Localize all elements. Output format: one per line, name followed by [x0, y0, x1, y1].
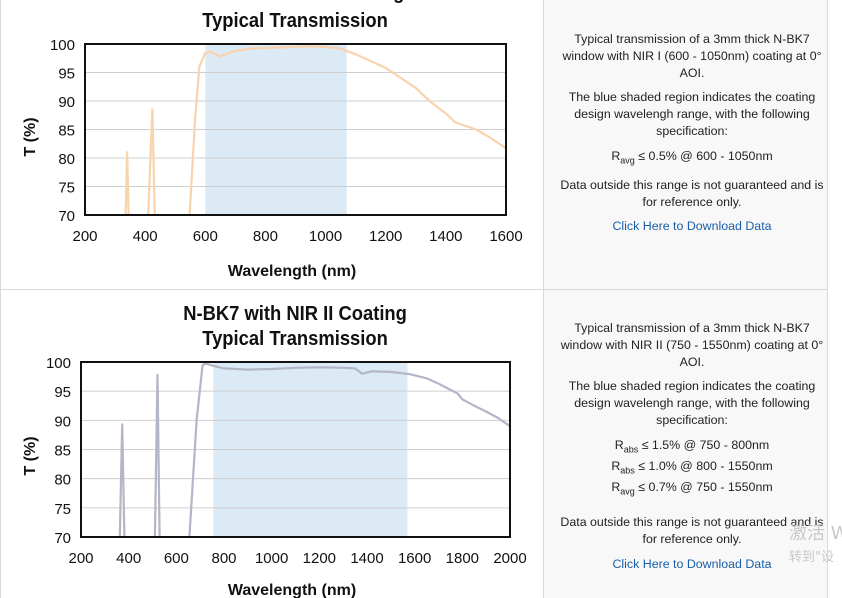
row-divider	[0, 289, 828, 290]
nir1-spec-line: Ravg ≤ 0.5% @ 600 - 1050nm	[611, 148, 773, 166]
y-tick-label: 90	[54, 413, 71, 430]
x-tick-label: 200	[68, 550, 93, 567]
description-column-background	[544, 0, 827, 598]
x-tick-label: 600	[193, 228, 218, 245]
transmission-curve	[147, 108, 156, 217]
x-axis-label: Wavelength (nm)	[228, 582, 356, 598]
y-tick-label: 80	[54, 472, 71, 489]
nir1-description: Typical transmission of a 3mm thick N-BK…	[556, 31, 828, 243]
y-tick-label: 70	[54, 530, 71, 547]
transmission-curve	[188, 362, 512, 539]
x-tick-label: 1200	[369, 228, 402, 245]
nir2-description: Typical transmission of a 3mm thick N-BK…	[556, 320, 828, 580]
y-tick-label: 85	[58, 123, 75, 140]
transmission-curve	[188, 45, 508, 217]
nir2-disclaimer: Data outside this range is not guarantee…	[560, 514, 824, 546]
nir2-spec-line: Rabs ≤ 1.5% @ 750 - 800nm	[614, 437, 770, 455]
x-tick-label: 1000	[309, 228, 342, 245]
nir1-description-text: Typical transmission of a 3mm thick N-BK…	[562, 32, 822, 80]
y-tick-label: 75	[58, 180, 75, 197]
transmission-curve	[153, 373, 161, 539]
nir1-disclaimer: Data outside this range is not guarantee…	[560, 177, 824, 209]
y-tick-label: 90	[58, 94, 75, 111]
y-tick-label: 85	[54, 443, 71, 460]
nir2-spec-line: Rabs ≤ 1.0% @ 800 - 1550nm	[611, 458, 773, 476]
nir2-transmission-chart: 70 75 80 85 90 95 100 200 400 600 800 1000 1200 1400 1…	[22, 303, 527, 598]
x-tick-label: 600	[164, 550, 189, 567]
x-tick-label: 2000	[493, 550, 526, 567]
transmission-curve	[124, 151, 130, 217]
chart-title-line1: N-BK7 with NIR I Coating	[186, 0, 405, 4]
x-tick-label: 1200	[303, 550, 336, 567]
x-tick-label: 800	[253, 228, 278, 245]
nir1-shaded-note: The blue shaded region indicates the coa…	[568, 90, 816, 138]
x-tick-label: 1800	[446, 550, 479, 567]
y-tick-label: 80	[58, 151, 75, 168]
transmission-curve	[118, 423, 126, 539]
x-tick-label: 400	[116, 550, 141, 567]
y-tick-label: 95	[54, 384, 71, 401]
activation-watermark-line1: 激活 W	[789, 523, 842, 544]
nir1-spec-list: Ravg ≤ 0.5% @ 600 - 1050nm	[556, 148, 828, 169]
x-tick-label: 1000	[255, 550, 288, 567]
activation-watermark-line2: 转到"设	[789, 550, 834, 565]
y-tick-label: 100	[46, 355, 71, 372]
nir1-download-link[interactable]: Click Here to Download Data	[612, 219, 772, 234]
nir2-description-text: Typical transmission of a 3mm thick N-BK…	[560, 321, 824, 369]
x-tick-label: 1600	[489, 228, 522, 245]
nir2-spec-list: Rabs ≤ 1.5% @ 750 - 800nm Rabs ≤ 1.0% @ …	[556, 437, 828, 500]
y-axis-label: T (%)	[22, 436, 39, 475]
x-axis-label: Wavelength (nm)	[228, 263, 356, 280]
nir2-spec-line: Ravg ≤ 0.7% @ 750 - 1550nm	[611, 479, 773, 497]
x-tick-label: 1400	[350, 550, 383, 567]
y-tick-label: 100	[50, 37, 75, 54]
plot-frame	[80, 361, 511, 538]
y-tick-label: 75	[54, 501, 71, 518]
chart-title-line2: Typical Transmission	[202, 10, 388, 32]
nir1-transmission-chart: 70 75 80 85 90 95 100 200 400 600 800 1000 1200 1400 1…	[22, 0, 523, 280]
y-axis-label: T (%)	[22, 117, 39, 156]
nir2-shaded-note: The blue shaded region indicates the coa…	[568, 379, 816, 427]
x-tick-label: 200	[72, 228, 97, 245]
x-tick-label: 1400	[429, 228, 462, 245]
x-tick-label: 800	[211, 550, 236, 567]
nir2-download-link[interactable]: Click Here to Download Data	[612, 556, 772, 571]
y-tick-label: 70	[58, 208, 75, 225]
chart-title-line1: N-BK7 with NIR II Coating	[183, 303, 407, 325]
column-divider	[543, 0, 544, 598]
chart-title-line2: Typical Transmission	[202, 328, 388, 350]
x-tick-label: 1600	[398, 550, 431, 567]
y-tick-label: 95	[58, 66, 75, 83]
x-tick-label: 400	[133, 228, 158, 245]
plot-frame	[84, 43, 507, 216]
